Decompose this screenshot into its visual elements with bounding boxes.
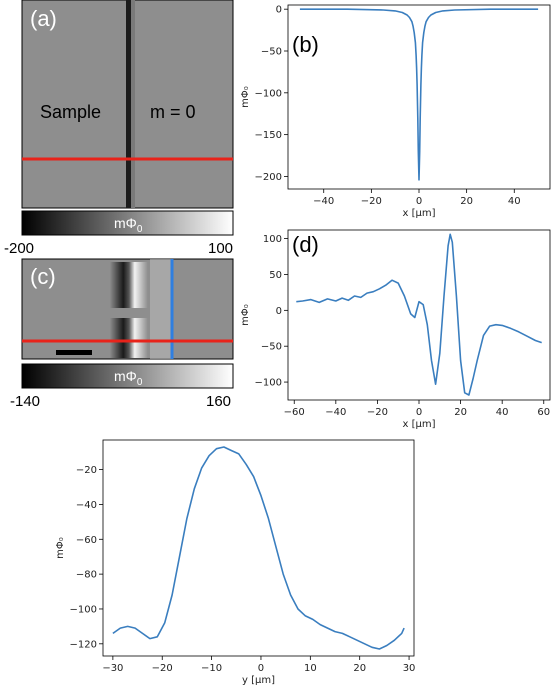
- chart-b-ytick-label: −150: [255, 130, 282, 141]
- panel-label-d: (d): [292, 232, 319, 257]
- chart-d-xtick-label: 40: [496, 407, 509, 418]
- chart-y-yticks: −20 −40 −60 −80 −100 −120: [70, 465, 103, 650]
- chart-b-ytick-label: −50: [261, 47, 282, 58]
- chart-b-xtick-label: −40: [313, 196, 334, 207]
- chart-b-xtick-label: 0: [416, 196, 422, 207]
- image-a: (a) Sample m = 0: [21, 0, 234, 209]
- chart-y-xtick-label: 0: [258, 663, 264, 674]
- chart-y-ytick-label: −80: [76, 570, 97, 581]
- colorbar-a-max: 100: [208, 240, 233, 257]
- chart-d-ytick-label: −50: [261, 342, 282, 353]
- chart-d-ylabel: mΦ₀: [240, 304, 251, 326]
- chart-d-ytick-label: 0: [276, 306, 282, 317]
- chart-d-xlabel: x [μm]: [402, 419, 435, 430]
- colorbar-c-max: 160: [206, 393, 231, 410]
- chart-b-ytick-label: −200: [255, 172, 282, 183]
- chart-d-xtick-label: 20: [454, 407, 467, 418]
- chart-b-xtick-label: 20: [460, 196, 473, 207]
- chart-d-ytick-label: −100: [255, 378, 282, 389]
- chart-d-yticks: 100 50 0 −50 −100: [255, 234, 288, 389]
- chart-y-linecut: −30 −20 −10 0 10 20 30 −20−40−60−80−100−120 y …: [55, 439, 415, 686]
- chart-y-xlabel: y [μm]: [242, 675, 275, 686]
- colorbar-a-min: -200: [4, 240, 34, 257]
- chart-d-xticks: −60 −40 −20 0 20 40 60: [284, 400, 550, 418]
- chart-y-ytick-label: −120: [70, 639, 97, 650]
- panel-label-b: (b): [292, 32, 319, 57]
- chart-d-frame: [287, 229, 551, 401]
- colorbar-c: mΦ0 -140 160: [10, 363, 234, 410]
- chart-y-ytick-label: −40: [76, 500, 97, 511]
- chart-y-ylabel: mΦ₀: [55, 537, 66, 559]
- chart-b-ytick-label: 0: [276, 5, 282, 16]
- m-zero-label: m = 0: [150, 102, 196, 122]
- chart-d-xtick-label: −40: [325, 407, 346, 418]
- chart-b-xtick-label: −20: [361, 196, 382, 207]
- chart-b: −40 −20 0 20 40 0−50−100−150−200 (b) x [μm] …: [240, 4, 551, 219]
- colorbar-a-label: mΦ0: [114, 215, 143, 235]
- chart-y-xtick-label: 30: [403, 663, 416, 674]
- colorbar-c-label: mΦ0: [114, 368, 143, 388]
- chart-d-xtick-label: −20: [367, 407, 388, 418]
- chart-b-yticks: 0 −50 −100 −150 −200: [255, 5, 288, 183]
- colorbar-c-min: -140: [10, 393, 40, 410]
- chart-d-ytick-label: 100: [263, 234, 282, 245]
- chart-b-series-line: [299, 8, 539, 181]
- chart-d-ytick-label: 50: [269, 270, 282, 281]
- chart-y-xtick-label: −30: [102, 663, 123, 674]
- chart-d-xtick-label: −60: [284, 407, 305, 418]
- colorbar-a: mΦ0 -200 100: [4, 210, 234, 257]
- chart-y-ytick-label: −20: [76, 465, 97, 476]
- chart-d-series-line: [296, 233, 542, 396]
- chart-y-ytick-label: −60: [76, 535, 97, 546]
- chart-y-frame: [102, 439, 415, 657]
- scale-bar: [56, 350, 92, 355]
- image-c: (c): [21, 258, 234, 360]
- chart-b-xtick-label: 40: [508, 196, 521, 207]
- chart-b-xticks: −40 −20 0 20 40: [313, 189, 521, 207]
- chart-y-xtick-label: −20: [152, 663, 173, 674]
- sample-label: Sample: [40, 102, 101, 122]
- panel-label-c: (c): [30, 264, 56, 289]
- chart-y-xticks: −30 −20 −10 0 10 20 30: [102, 656, 415, 674]
- chart-y-xtick-label: −10: [201, 663, 222, 674]
- panel-label-a: (a): [30, 6, 57, 31]
- chart-d-xtick-label: 0: [416, 407, 422, 418]
- chart-b-ylabel: mΦ₀: [240, 86, 251, 108]
- chart-d: −60 −40 −20 0 20 40 60 100 50 0 −50 −100 (d) x [μm…: [240, 229, 551, 430]
- chart-y-xtick-label: 20: [353, 663, 366, 674]
- chart-b-ytick-label: −100: [255, 88, 282, 99]
- chart-y-ytick-label: −100: [70, 604, 97, 615]
- chart-d-xtick-label: 60: [537, 407, 550, 418]
- chart-b-xlabel: x [μm]: [402, 208, 435, 219]
- chart-y-xtick-label: 10: [304, 663, 317, 674]
- chart-y-series-line: [112, 446, 405, 650]
